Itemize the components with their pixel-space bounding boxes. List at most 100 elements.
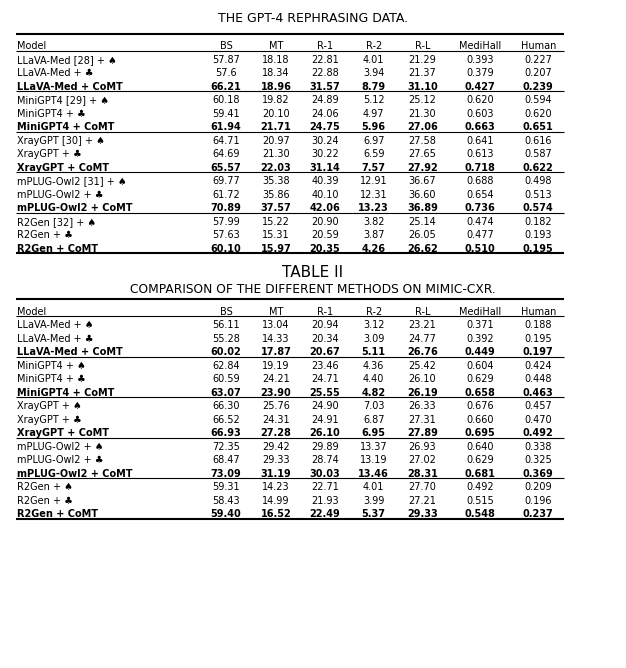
Text: 0.196: 0.196 xyxy=(525,496,552,506)
Text: 6.59: 6.59 xyxy=(363,149,384,159)
Text: 31.19: 31.19 xyxy=(260,468,292,478)
Text: XrayGPT [30] + ♠: XrayGPT [30] + ♠ xyxy=(17,136,105,146)
Text: 59.40: 59.40 xyxy=(210,509,242,519)
Text: 4.01: 4.01 xyxy=(363,55,384,65)
Text: XrayGPT + CoMT: XrayGPT + CoMT xyxy=(17,162,109,172)
Text: 24.89: 24.89 xyxy=(311,95,339,105)
Text: 0.594: 0.594 xyxy=(525,95,552,105)
Text: 0.477: 0.477 xyxy=(466,230,494,240)
Text: MiniGPT4 + ♠: MiniGPT4 + ♠ xyxy=(17,361,85,371)
Text: 30.24: 30.24 xyxy=(311,136,339,146)
Text: 0.498: 0.498 xyxy=(525,176,552,186)
Text: 21.93: 21.93 xyxy=(311,496,339,506)
Text: 0.188: 0.188 xyxy=(525,320,552,330)
Text: 24.75: 24.75 xyxy=(309,122,341,132)
Text: 5.96: 5.96 xyxy=(362,122,386,132)
Text: 14.23: 14.23 xyxy=(262,482,290,492)
Text: 57.99: 57.99 xyxy=(212,216,240,226)
Text: 31.10: 31.10 xyxy=(407,81,438,92)
Text: 12.91: 12.91 xyxy=(360,176,387,186)
Text: 6.97: 6.97 xyxy=(363,136,384,146)
Text: 0.629: 0.629 xyxy=(466,374,494,384)
Text: 5.37: 5.37 xyxy=(362,509,386,519)
Text: 4.97: 4.97 xyxy=(363,109,384,119)
Text: 21.71: 21.71 xyxy=(260,122,292,132)
Text: 4.40: 4.40 xyxy=(363,374,384,384)
Text: 35.86: 35.86 xyxy=(262,190,290,200)
Text: R-L: R-L xyxy=(415,307,430,317)
Text: R-1: R-1 xyxy=(317,41,333,51)
Text: 0.492: 0.492 xyxy=(523,428,554,438)
Text: 24.77: 24.77 xyxy=(409,333,436,343)
Text: MiniGPT4 + ♣: MiniGPT4 + ♣ xyxy=(17,374,85,384)
Text: 25.55: 25.55 xyxy=(309,387,341,397)
Text: 25.76: 25.76 xyxy=(262,401,290,411)
Text: LLaVA-Med + CoMT: LLaVA-Med + CoMT xyxy=(17,347,123,357)
Text: MediHall: MediHall xyxy=(459,307,501,317)
Text: 28.31: 28.31 xyxy=(407,468,438,478)
Text: 21.30: 21.30 xyxy=(409,109,436,119)
Text: 66.52: 66.52 xyxy=(212,415,240,425)
Text: 30.03: 30.03 xyxy=(309,468,341,478)
Text: 3.99: 3.99 xyxy=(363,496,384,506)
Text: 64.69: 64.69 xyxy=(212,149,240,159)
Text: 24.31: 24.31 xyxy=(262,415,290,425)
Text: MiniGPT4 + CoMT: MiniGPT4 + CoMT xyxy=(17,387,114,397)
Text: 66.30: 66.30 xyxy=(212,401,240,411)
Text: R2Gen + CoMT: R2Gen + CoMT xyxy=(17,509,98,519)
Text: 19.19: 19.19 xyxy=(262,361,290,371)
Text: 20.90: 20.90 xyxy=(311,216,339,226)
Text: BS: BS xyxy=(220,307,232,317)
Text: THE GPT-4 REPHRASING DATA.: THE GPT-4 REPHRASING DATA. xyxy=(218,12,408,25)
Text: mPLUG-Owl2 + ♠: mPLUG-Owl2 + ♠ xyxy=(17,442,103,452)
Text: 40.10: 40.10 xyxy=(311,190,339,200)
Text: 42.06: 42.06 xyxy=(309,203,341,213)
Text: 58.43: 58.43 xyxy=(212,496,240,506)
Text: 17.87: 17.87 xyxy=(260,347,292,357)
Text: 35.38: 35.38 xyxy=(262,176,290,186)
Text: 23.90: 23.90 xyxy=(260,387,292,397)
Text: 30.22: 30.22 xyxy=(311,149,339,159)
Text: 60.02: 60.02 xyxy=(210,347,242,357)
Text: 36.67: 36.67 xyxy=(409,176,436,186)
Text: 57.63: 57.63 xyxy=(212,230,240,240)
Text: 21.37: 21.37 xyxy=(409,68,436,78)
Text: 0.227: 0.227 xyxy=(525,55,552,65)
Text: 59.31: 59.31 xyxy=(212,482,240,492)
Text: 27.28: 27.28 xyxy=(260,428,292,438)
Text: 15.31: 15.31 xyxy=(262,230,290,240)
Text: 23.21: 23.21 xyxy=(409,320,436,330)
Text: 20.67: 20.67 xyxy=(309,347,341,357)
Text: 0.622: 0.622 xyxy=(523,162,554,172)
Text: 0.616: 0.616 xyxy=(525,136,552,146)
Text: 59.41: 59.41 xyxy=(212,109,240,119)
Text: 19.82: 19.82 xyxy=(262,95,290,105)
Text: 0.239: 0.239 xyxy=(523,81,554,92)
Text: 0.688: 0.688 xyxy=(466,176,493,186)
Text: mPLUG-Owl2 + CoMT: mPLUG-Owl2 + CoMT xyxy=(17,203,132,213)
Text: 0.510: 0.510 xyxy=(464,244,495,254)
Text: 36.89: 36.89 xyxy=(407,203,438,213)
Text: 0.379: 0.379 xyxy=(466,68,494,78)
Text: 24.90: 24.90 xyxy=(311,401,339,411)
Text: 66.93: 66.93 xyxy=(210,428,242,438)
Text: 24.71: 24.71 xyxy=(311,374,339,384)
Text: 56.11: 56.11 xyxy=(212,320,240,330)
Text: 0.424: 0.424 xyxy=(525,361,552,371)
Text: 0.427: 0.427 xyxy=(464,81,495,92)
Text: 65.57: 65.57 xyxy=(210,162,242,172)
Text: 0.197: 0.197 xyxy=(523,347,554,357)
Text: 0.718: 0.718 xyxy=(464,162,495,172)
Text: 0.448: 0.448 xyxy=(525,374,552,384)
Text: 0.587: 0.587 xyxy=(525,149,552,159)
Text: 13.46: 13.46 xyxy=(358,468,389,478)
Text: 27.02: 27.02 xyxy=(409,455,436,465)
Text: 26.62: 26.62 xyxy=(407,244,438,254)
Text: 0.658: 0.658 xyxy=(464,387,495,397)
Text: COMPARISON OF THE DIFFERENT METHODS ON MIMIC-CXR.: COMPARISON OF THE DIFFERENT METHODS ON M… xyxy=(130,283,496,297)
Text: R2Gen + CoMT: R2Gen + CoMT xyxy=(17,244,98,254)
Text: 24.06: 24.06 xyxy=(311,109,339,119)
Text: 20.59: 20.59 xyxy=(311,230,339,240)
Text: 18.18: 18.18 xyxy=(262,55,290,65)
Text: 29.33: 29.33 xyxy=(407,509,438,519)
